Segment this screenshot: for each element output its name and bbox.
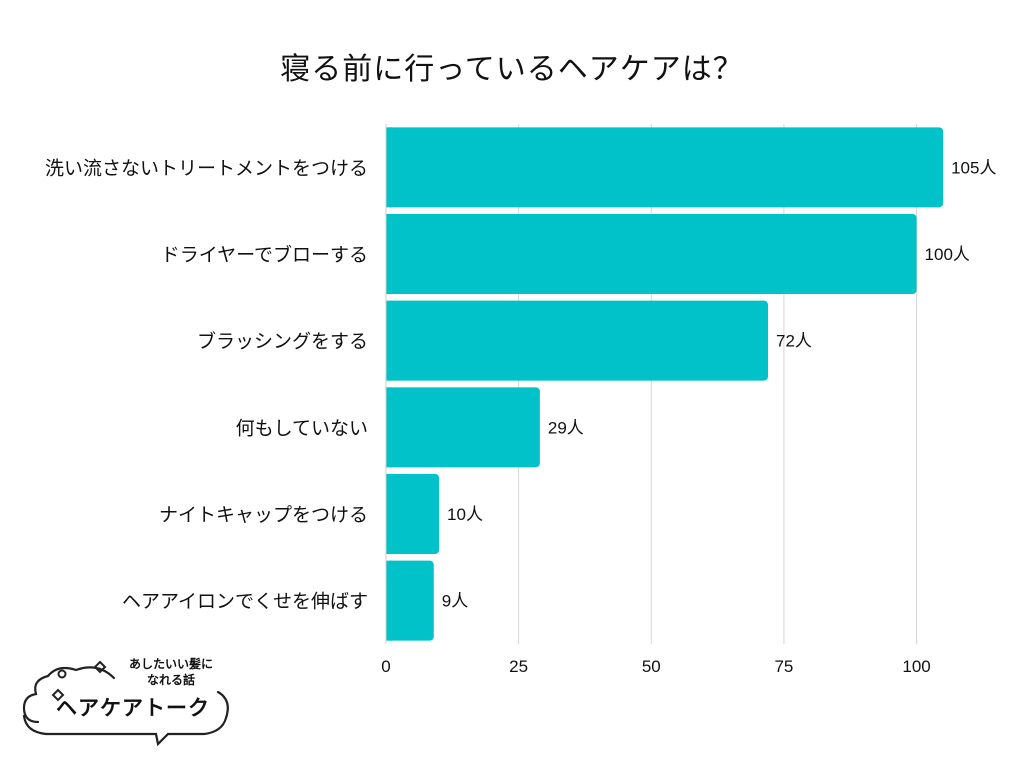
bars <box>386 127 944 641</box>
value-labels: 105人 100人 72人 29人 10人 9人 <box>442 158 997 610</box>
x-tick-label: 75 <box>774 657 793 676</box>
cloud-icon <box>22 660 229 747</box>
bar-left-edge <box>386 387 392 468</box>
value-label: 29人 <box>548 418 584 437</box>
value-label: 9人 <box>442 592 468 611</box>
bar-left-edge <box>386 560 392 641</box>
bar <box>386 300 768 381</box>
bar-left-edge <box>386 474 392 554</box>
value-label: 10人 <box>447 505 483 524</box>
grid-lines <box>518 124 918 644</box>
bar <box>386 214 917 294</box>
category-label: ブラッシングをする <box>197 330 368 353</box>
logo: あしたいい髪に なれる話 ヘアケアトーク <box>18 652 238 752</box>
logo-subtitle-line2: なれる話 <box>146 673 195 687</box>
x-tick-label: 50 <box>642 657 661 676</box>
x-tick-label: 25 <box>509 657 528 676</box>
value-label: 72人 <box>776 332 812 351</box>
bar <box>386 560 434 641</box>
bar <box>386 127 944 208</box>
value-label: 105人 <box>951 158 996 177</box>
logo-subtitle: あしたいい髪に なれる話 <box>116 656 226 688</box>
category-label: 洗い流さないトリートメントをつける <box>45 157 368 179</box>
x-tick-label: 100 <box>902 657 930 676</box>
x-axis-ticks: 0 25 50 75 100 <box>381 657 930 676</box>
bar-left-edge <box>386 300 392 381</box>
category-label: ナイトキャップをつける <box>159 504 368 526</box>
value-label: 100人 <box>925 245 970 264</box>
category-label: ドライヤーでブローする <box>161 243 368 266</box>
category-labels: 洗い流さないトリートメントをつけるドライヤーでブローするブラッシングをする何もし… <box>45 157 368 612</box>
logo-subtitle-line1: あしたいい髪に <box>128 657 213 671</box>
bar-left-edge <box>386 127 392 208</box>
bar <box>386 474 440 554</box>
category-label: ヘアアイロンでくせを伸ばす <box>122 591 368 613</box>
bar <box>386 387 540 468</box>
logo-name: ヘアケアトーク <box>56 696 210 720</box>
x-tick-label: 0 <box>381 657 390 676</box>
bar-left-edge <box>386 214 392 294</box>
chart-title: 寝る前に行っているヘアケアは？ <box>280 52 744 87</box>
category-label: 何もしていない <box>236 417 368 439</box>
